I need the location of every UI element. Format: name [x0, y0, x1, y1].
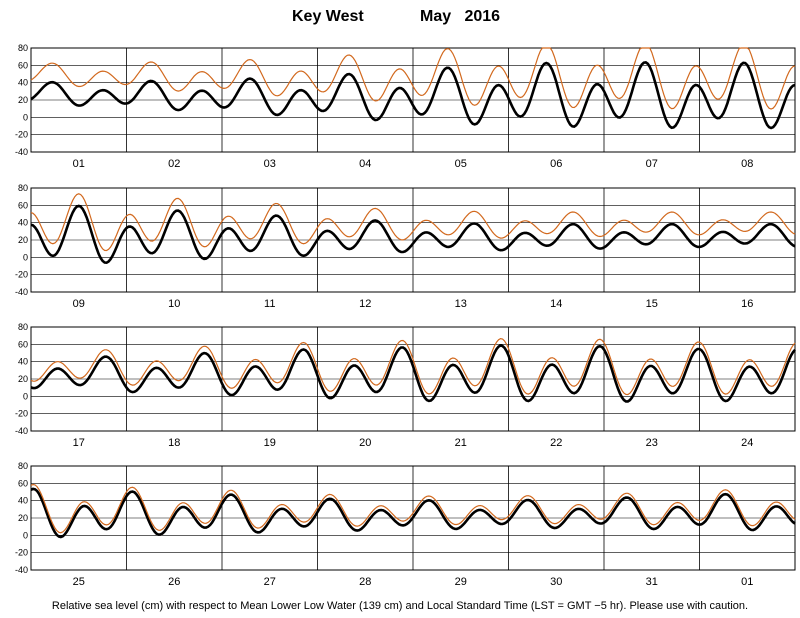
series-predicted [30, 61, 796, 130]
day-label: 31 [646, 576, 658, 588]
y-tick-label: 60 [18, 478, 28, 488]
day-label: 21 [455, 437, 467, 449]
y-tick-label: 20 [18, 95, 28, 105]
panel-4: -40 -20 0 20 40 60 80 25 26 27 28 29 30 31 01 [15, 461, 796, 588]
title-month: May 2016 [420, 8, 501, 25]
day-label: 22 [550, 437, 562, 449]
series-observed [30, 483, 796, 534]
day-label: 27 [264, 576, 276, 588]
y-tick-label: 0 [23, 530, 28, 540]
day-label: 01 [73, 158, 85, 170]
panel-1: -40 -20 0 20 40 60 80 01 02 03 04 05 06 07 08 [15, 43, 796, 170]
y-tick-label: 40 [18, 78, 28, 88]
series-predicted [30, 487, 796, 539]
day-label: 10 [168, 298, 180, 310]
y-tick-label: 80 [18, 183, 28, 193]
panel-3: -40 -20 0 20 40 60 80 17 18 19 20 21 22 23 24 [15, 322, 796, 449]
day-label: 03 [264, 158, 276, 170]
y-tick-label: -20 [15, 130, 28, 140]
day-label: 13 [455, 298, 467, 310]
y-tick-label: 0 [23, 112, 28, 122]
panel-frame [30, 465, 796, 571]
series-observed [30, 193, 796, 252]
title-station: Key West [292, 8, 364, 25]
day-label: 29 [455, 576, 467, 588]
series-observed [30, 337, 796, 396]
series-observed [30, 47, 796, 110]
y-tick-label: 40 [18, 218, 28, 228]
y-tick-label: 60 [18, 200, 28, 210]
day-label: 30 [550, 576, 562, 588]
y-tick-label: 40 [18, 496, 28, 506]
day-label: 04 [359, 158, 371, 170]
day-label: 28 [359, 576, 371, 588]
y-tick-label: 40 [18, 357, 28, 367]
series-predicted [30, 344, 796, 403]
day-label: 17 [73, 437, 85, 449]
y-tick-label: -40 [15, 565, 28, 575]
day-label: 16 [741, 298, 753, 310]
day-label: 01 [741, 576, 753, 588]
y-tick-label: 20 [18, 374, 28, 384]
y-tick-label: -20 [15, 409, 28, 419]
y-tick-label: -20 [15, 548, 28, 558]
y-tick-label: 60 [18, 339, 28, 349]
day-label: 07 [646, 158, 658, 170]
y-tick-label: -40 [15, 147, 28, 157]
day-label: 18 [168, 437, 180, 449]
panel-frame [30, 187, 796, 293]
day-label: 05 [455, 158, 467, 170]
y-tick-label: -20 [15, 270, 28, 280]
y-tick-label: 20 [18, 513, 28, 523]
chart-title: Key West May 2016 [0, 8, 800, 30]
day-label: 24 [741, 437, 753, 449]
tide-charts: -40 -20 0 20 40 60 80 01 02 03 04 05 06 07 08 -40 -20 0 20… [15, 43, 796, 588]
series-predicted [30, 204, 796, 265]
y-tick-label: -40 [15, 287, 28, 297]
day-label: 12 [359, 298, 371, 310]
y-tick-label: 0 [23, 391, 28, 401]
day-label: 08 [741, 158, 753, 170]
day-label: 15 [646, 298, 658, 310]
panel-2: -40 -20 0 20 40 60 80 09 10 11 12 13 14 15 16 [15, 183, 796, 310]
panel-frame [30, 326, 796, 432]
day-label: 02 [168, 158, 180, 170]
day-label: 26 [168, 576, 180, 588]
panel-frame [30, 47, 796, 153]
day-label: 06 [550, 158, 562, 170]
y-tick-label: 60 [18, 60, 28, 70]
y-tick-label: 80 [18, 461, 28, 471]
day-label: 25 [73, 576, 85, 588]
y-tick-label: 80 [18, 43, 28, 53]
y-tick-label: 0 [23, 252, 28, 262]
y-tick-label: -40 [15, 426, 28, 436]
day-label: 09 [73, 298, 85, 310]
day-label: 19 [264, 437, 276, 449]
day-label: 11 [264, 298, 275, 310]
day-label: 23 [646, 437, 658, 449]
y-tick-label: 80 [18, 322, 28, 332]
footnote: Relative sea level (cm) with respect to … [51, 600, 749, 612]
day-label: 20 [359, 437, 371, 449]
day-label: 14 [550, 298, 562, 310]
y-tick-label: 20 [18, 235, 28, 245]
